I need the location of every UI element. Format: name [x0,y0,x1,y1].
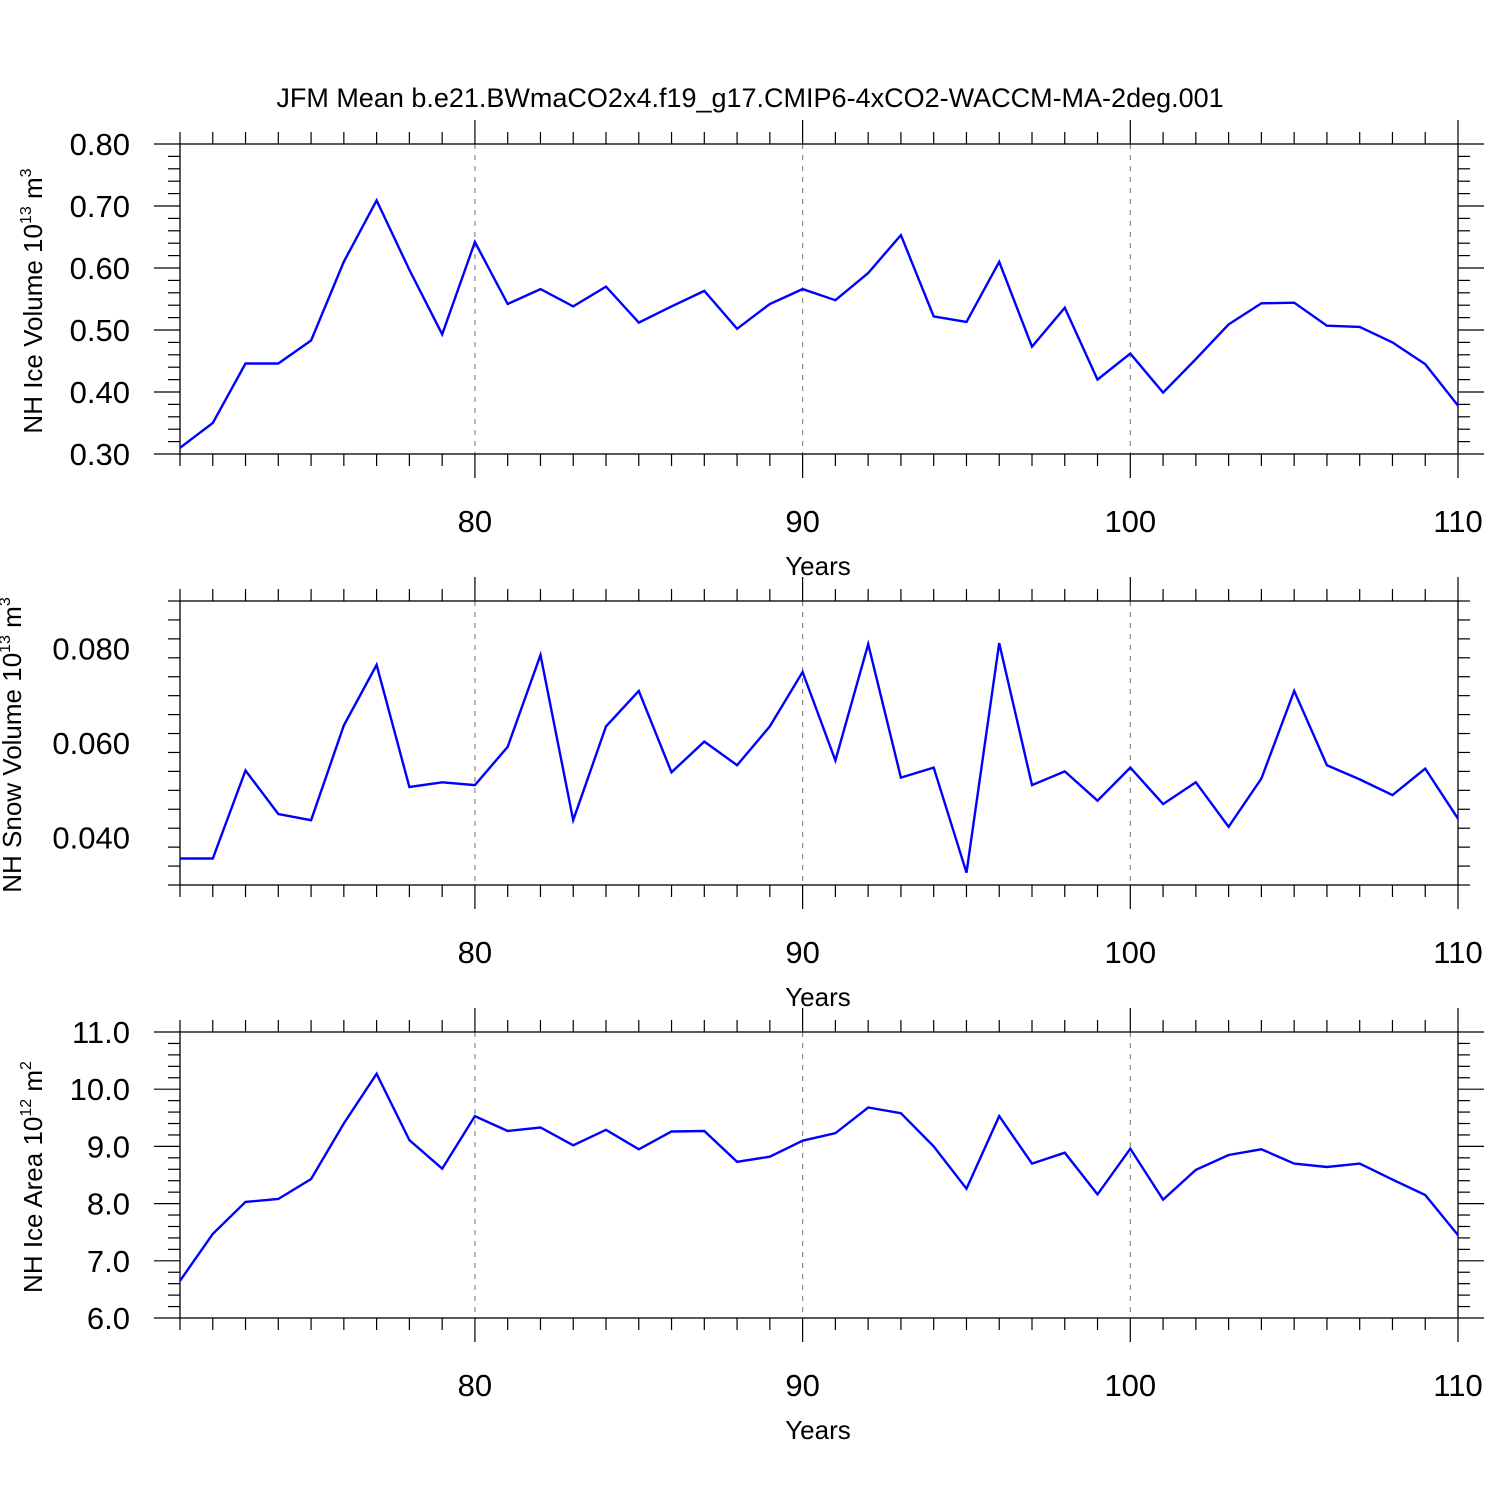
x-tick-label: 80 [458,1368,492,1403]
x-tick-label: 90 [785,504,819,539]
y-tick-label: 10.0 [70,1072,130,1107]
series-line [180,639,1460,874]
plot-frame [179,1031,1459,1319]
y-tick-label: 0.30 [70,437,130,472]
x-tick-label: 110 [1433,1368,1482,1403]
plot-frame [179,143,1459,455]
y-tick-label: 11.0 [72,1015,130,1050]
plot-frame [179,600,1459,886]
x-tick-label: 80 [458,504,492,539]
y-tick-label: 6.0 [87,1301,130,1336]
y-tick-label: 0.60 [70,251,130,286]
x-tick-label: 100 [1104,504,1156,539]
y-axis-label: NH Ice Area 1012 m2 [18,1061,48,1293]
x-tick-label: 90 [785,935,819,970]
x-tick-label: 80 [458,935,492,970]
y-tick-label: 8.0 [87,1187,130,1222]
y-tick-label: 0.40 [70,375,130,410]
chart-title: JFM Mean b.e21.BWmaCO2x4.f19_g17.CMIP6-4… [276,83,1223,113]
series-line [179,1071,1459,1282]
y-axis-label: NH Ice Volume 1013 m3 [18,168,48,433]
x-tick-label: 100 [1104,1368,1156,1403]
y-tick-label: 0.70 [70,189,130,224]
panel-3: 80 90 100 110 6.0 7.0 8.0 9.0 10.0 11.0 Years NH Ic… [18,1008,1484,1445]
x-axis-label: Years [785,982,851,1012]
y-tick-label: 7.0 [87,1244,130,1279]
y-tick-label: 0.080 [52,631,130,666]
y-tick-label: 0.80 [70,127,130,162]
x-tick-label: 100 [1104,935,1156,970]
series-line [179,197,1459,449]
x-tick-label: 110 [1433,935,1482,970]
panel-2: 80 90 100 110 0.040 0.060 0.080 Years NH Snow Vo… [0,577,1483,1012]
panel-1: 80 90 100 110 0.30 0.40 0.50 0.60 0.70 0.80 Years N… [18,120,1484,581]
x-tick-label: 110 [1433,504,1482,539]
x-axis-label: Years [785,551,851,581]
y-tick-label: 0.50 [70,313,130,348]
y-tick-label: 9.0 [87,1129,130,1164]
y-tick-label: 0.040 [52,821,130,856]
x-tick-label: 90 [785,1368,819,1403]
x-axis-label: Years [785,1415,851,1445]
y-tick-label: 0.060 [52,726,130,761]
y-axis-label: NH Snow Volume 1013 m3 [0,597,27,893]
